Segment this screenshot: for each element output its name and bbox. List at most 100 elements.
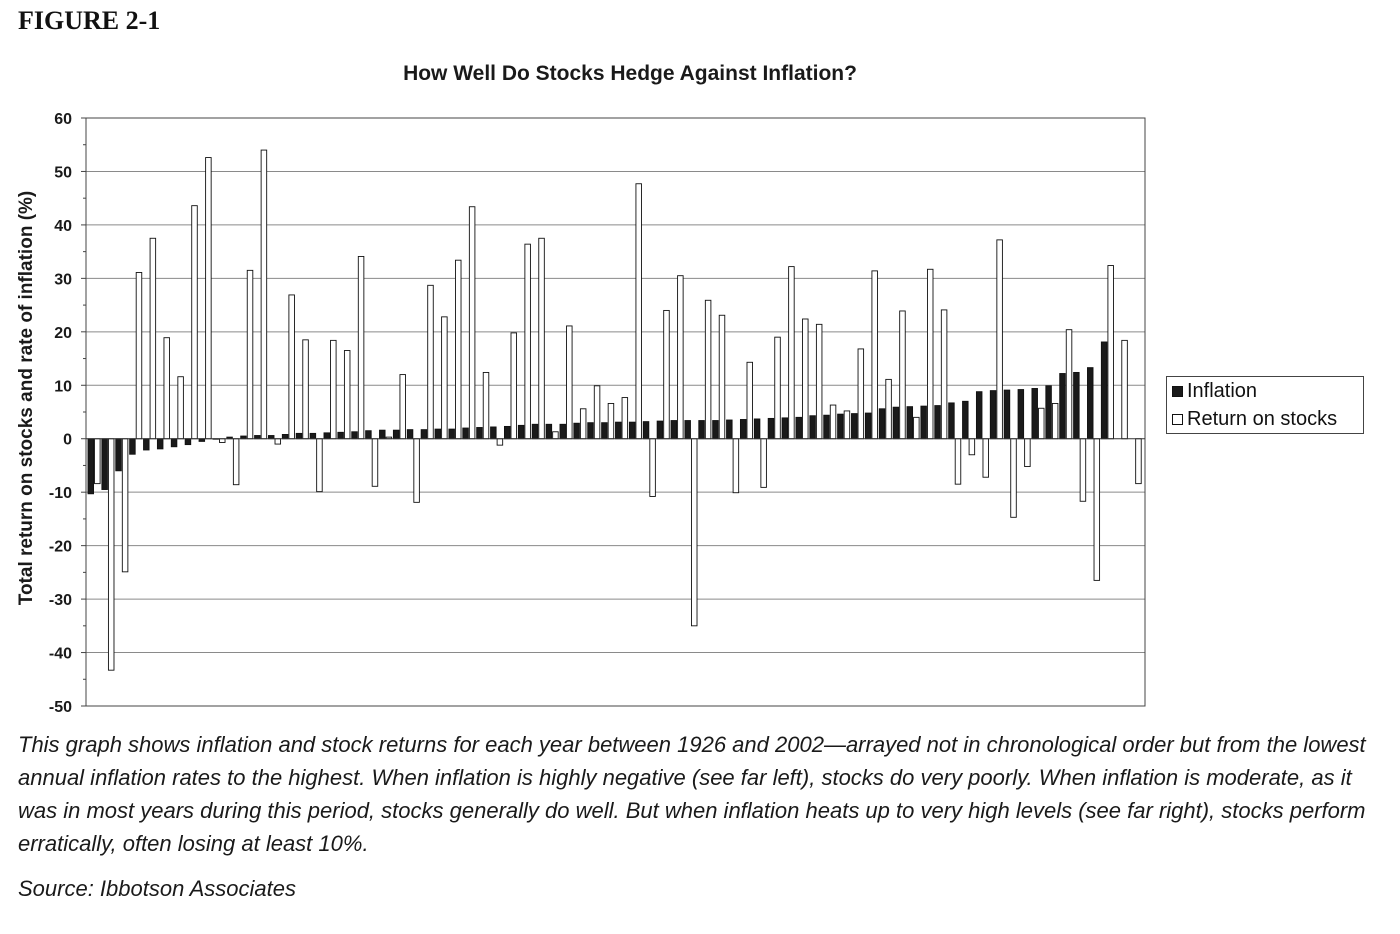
inflation-bar xyxy=(573,422,580,440)
stock-return-bar xyxy=(302,339,309,440)
stock-return-bar xyxy=(496,438,504,446)
legend-item-return-on-stocks: Return on stocks xyxy=(1167,405,1363,433)
y-tick-label: -50 xyxy=(49,699,72,716)
stock-return-bar xyxy=(149,237,157,440)
inflation-bar xyxy=(823,414,830,440)
legend-label-inflation: Inflation xyxy=(1187,379,1258,402)
inflation-bar xyxy=(948,402,955,440)
stock-return-bar xyxy=(316,438,323,493)
stock-return-bar xyxy=(427,284,434,440)
y-tick-label: -20 xyxy=(49,539,72,556)
stock-return-bar xyxy=(343,350,351,440)
stock-return-bar xyxy=(538,237,545,440)
stock-return-bar xyxy=(399,374,406,440)
inflation-bar xyxy=(503,425,511,440)
stock-return-bar xyxy=(552,431,559,440)
grid-lines xyxy=(86,170,1145,654)
inflation-bar xyxy=(1031,388,1038,440)
stock-return-bar xyxy=(760,438,767,488)
stock-return-bar xyxy=(649,438,656,497)
inflation-bar xyxy=(712,420,719,440)
stock-return-bar xyxy=(899,310,906,440)
stock-return-bar xyxy=(802,318,809,440)
stock-return-bar xyxy=(274,438,282,445)
y-tick-label: 60 xyxy=(54,111,72,128)
stock-return-bar xyxy=(788,266,795,440)
stock-return-bar xyxy=(1051,402,1059,440)
y-tick-labels: 60 50 40 30 20 10 0 -10 -20 -30 -40 -50 xyxy=(49,111,86,716)
inflation-bar xyxy=(434,428,442,440)
inflation-bar xyxy=(767,417,775,440)
y-tick-label: 30 xyxy=(54,271,72,288)
y-tick-label: -40 xyxy=(49,646,72,663)
stock-return-bar xyxy=(815,323,823,440)
y-tick-label: 50 xyxy=(54,164,72,181)
inflation-bar xyxy=(1087,367,1094,440)
inflation-bar xyxy=(628,421,636,440)
stock-return-bar xyxy=(566,325,573,440)
stock-return-bar xyxy=(191,205,198,440)
inflation-bar xyxy=(476,427,483,440)
inflation-bar xyxy=(781,417,789,440)
inflation-bar xyxy=(309,432,317,440)
stock-return-bar xyxy=(885,378,892,440)
stock-return-bar xyxy=(455,259,462,440)
stock-return-bar xyxy=(94,438,101,485)
inflation-bar xyxy=(587,422,594,440)
inflation-bar xyxy=(170,438,178,448)
inflation-bar xyxy=(1003,389,1011,440)
inflation-bar xyxy=(795,416,802,440)
inflation-bar xyxy=(934,405,941,440)
stock-return-bar xyxy=(371,438,379,487)
inflation-bar xyxy=(615,421,622,440)
stock-return-bar xyxy=(121,438,129,573)
stock-return-bar xyxy=(954,438,962,485)
stock-return-bar xyxy=(510,332,518,440)
stock-return-bar xyxy=(288,294,295,440)
inflation-bar xyxy=(670,420,678,440)
inflation-bar xyxy=(989,390,997,440)
inflation-bar xyxy=(143,438,150,451)
stock-return-bar xyxy=(413,438,420,503)
stock-return-bar xyxy=(1065,329,1073,440)
stock-return-bar xyxy=(677,275,684,440)
inflation-bar xyxy=(906,406,914,440)
stock-return-bar xyxy=(621,397,629,440)
inflation-bar xyxy=(1017,389,1025,440)
inflation-bar xyxy=(379,429,386,440)
stock-return-bar xyxy=(579,408,587,440)
stock-return-bar xyxy=(732,438,740,494)
stock-return-bar xyxy=(718,314,726,440)
stock-return-bar xyxy=(593,385,601,440)
legend-swatch-inflation xyxy=(1172,385,1183,397)
stock-return-bar xyxy=(357,255,365,440)
inflation-bar xyxy=(448,428,455,440)
stock-return-bar xyxy=(1121,339,1128,440)
inflation-bar xyxy=(115,438,122,472)
stock-return-bar xyxy=(940,309,948,440)
stock-return-bar xyxy=(330,339,337,440)
inflation-bar xyxy=(739,419,747,440)
stock-return-bar xyxy=(635,183,642,440)
inflation-bar xyxy=(975,391,983,440)
stock-return-bar xyxy=(135,272,143,440)
stock-return-bar xyxy=(857,348,865,440)
stock-return-bar xyxy=(177,376,184,440)
stock-return-bar xyxy=(913,416,920,440)
inflation-bar xyxy=(184,438,192,446)
inflation-bar xyxy=(517,424,525,440)
stock-return-bar xyxy=(205,157,212,440)
stock-return-bar xyxy=(219,438,226,443)
stock-return-bar xyxy=(1024,438,1031,467)
stock-return-bar xyxy=(843,410,851,440)
inflation-bar xyxy=(656,420,664,440)
y-axis-label: Total return on stocks and rate of infla… xyxy=(16,191,37,606)
inflation-bar xyxy=(337,431,344,440)
inflation-bar xyxy=(698,420,705,440)
inflation-bar xyxy=(406,429,414,440)
stock-return-bar xyxy=(704,299,712,440)
inflation-bar xyxy=(1045,385,1052,440)
y-tick-label: 20 xyxy=(54,325,72,342)
inflation-bar xyxy=(295,432,303,440)
stock-return-bar xyxy=(691,438,698,627)
